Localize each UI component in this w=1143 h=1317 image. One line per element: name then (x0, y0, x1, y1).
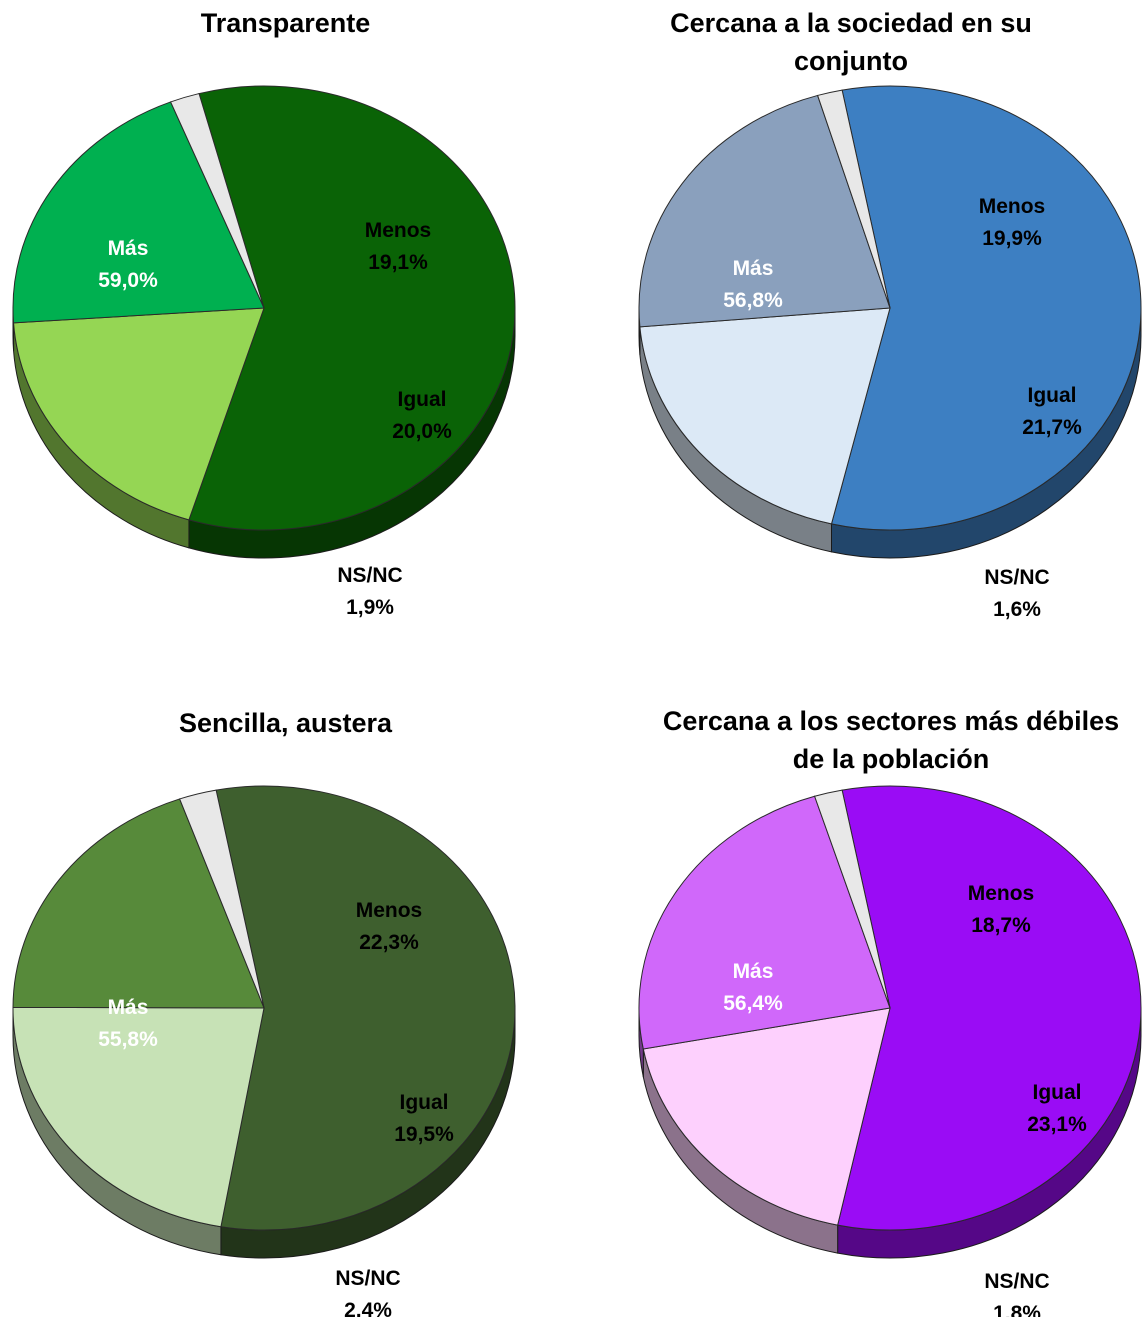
pie-chart-sencilla: Más 55,8% Menos 22,3% Igual 19,5% NS/NC 2,4% (12, 785, 516, 1317)
pie-chart-cercana-debiles: Más 56,4% Menos 18,7% Igual 23,1% NS/NC 1,8% (638, 785, 1142, 1317)
slice-value-igual: 19,5% (394, 1123, 454, 1146)
pie-panel-cercana-sociedad: Cercana a la sociedad en su conjunto Más… (571, 0, 1142, 658)
slice-label-menos: Menos (365, 219, 432, 242)
slice-value-mas: 55,8% (98, 1028, 158, 1051)
chart-title: Cercana a la sociedad en su conjunto (670, 8, 1032, 76)
slice-value-igual: 20,0% (392, 420, 452, 443)
pie-slice-igual (12, 798, 265, 1009)
slice-value-mas: 56,4% (723, 992, 783, 1015)
pie-slice-mas (215, 785, 516, 1231)
slice-label-nsnc: NS/NC (984, 566, 1049, 589)
pie-slice-nsnc (178, 789, 265, 1009)
pie-slice-igual (638, 94, 891, 328)
pie-slice-menos (12, 1006, 265, 1228)
slice-label-nsnc: NS/NC (984, 1270, 1049, 1293)
slice-value-menos: 22,3% (359, 931, 419, 954)
slice-label-igual: Igual (1032, 1081, 1081, 1104)
pie-slice-nsnc (816, 89, 891, 309)
slice-label-igual: Igual (397, 388, 446, 411)
slice-label-mas: Más (108, 237, 149, 260)
pie-chart-cercana-sociedad: Más 56,8% Menos 19,9% Igual 21,7% NS/NC 1,6% (638, 85, 1142, 621)
slice-value-igual: 21,7% (1022, 416, 1082, 439)
slice-value-menos: 19,1% (368, 251, 428, 274)
slice-value-menos: 19,9% (982, 227, 1042, 250)
slice-value-nsnc: 1,9% (346, 596, 394, 619)
pie-slice-nsnc (169, 92, 265, 309)
slice-label-menos: Menos (979, 195, 1046, 218)
slice-label-mas: Más (733, 960, 774, 983)
slice-value-nsnc: 1,8% (993, 1302, 1041, 1317)
slice-value-nsnc: 1,6% (993, 598, 1041, 621)
slice-value-menos: 18,7% (971, 914, 1031, 937)
pie-chart-transparente: Más 59,0% Menos 19,1% Igual 20,0% NS/NC 1,9% (12, 85, 516, 619)
pie-panel-transparente: Transparente Más 59,0% Menos 19,1% Igual 20,0… (0, 0, 571, 658)
slice-label-menos: Menos (968, 882, 1035, 905)
slice-value-mas: 59,0% (98, 269, 158, 292)
slice-label-mas: Más (733, 257, 774, 280)
pie-slice-mas (830, 85, 1142, 531)
pie-slice-menos (13, 307, 265, 521)
slice-label-igual: Igual (399, 1091, 448, 1114)
pie-slice-igual (638, 795, 891, 1050)
pie-panel-sencilla: Sencilla, austera Más 55,8% Menos 22,3% Igua… (0, 658, 571, 1317)
slice-value-nsnc: 2,4% (344, 1299, 392, 1317)
slice-label-mas: Más (108, 996, 149, 1019)
pie-slice-menos (639, 307, 891, 525)
pie-slice-igual (12, 101, 265, 324)
chart-title: Sencilla, austera (178, 708, 393, 738)
pie-slice-nsnc (813, 789, 891, 1009)
chart-title: Transparente (200, 8, 371, 38)
pie-slice-mas (188, 85, 516, 531)
slice-value-igual: 23,1% (1027, 1113, 1087, 1136)
slice-label-nsnc: NS/NC (337, 564, 402, 587)
pie-panel-cercana-debiles: Cercana a los sectores más débiles de la… (571, 658, 1142, 1317)
slice-label-menos: Menos (356, 899, 423, 922)
pie-slice-menos (642, 1007, 891, 1226)
pie-slice-mas (837, 785, 1142, 1231)
slice-label-igual: Igual (1027, 384, 1076, 407)
slice-value-mas: 56,8% (723, 289, 783, 312)
chart-title: Cercana a los sectores más débiles de la… (662, 706, 1120, 774)
slice-label-nsnc: NS/NC (335, 1267, 400, 1290)
